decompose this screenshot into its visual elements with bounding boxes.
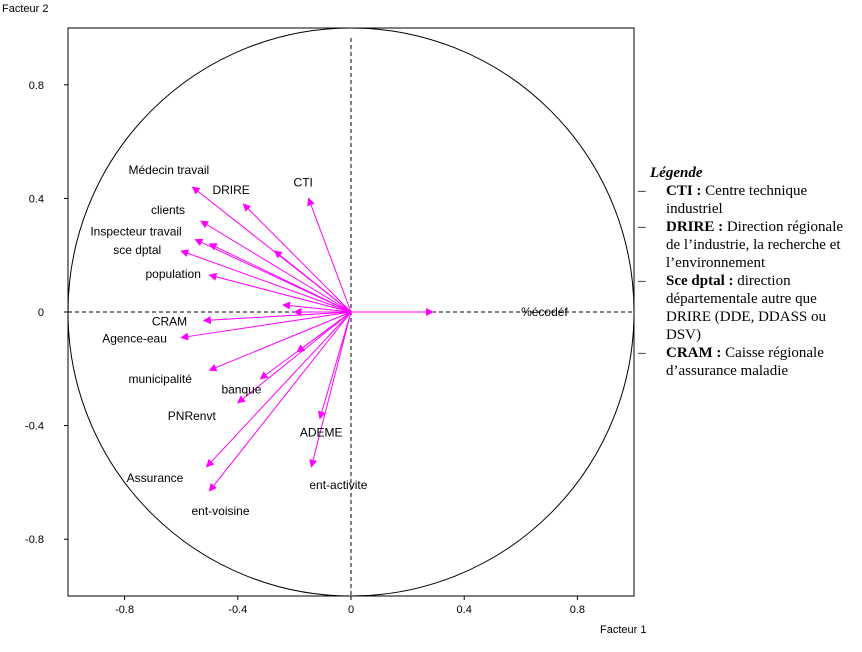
variable-arrow [208,243,352,313]
variable-arrow [205,311,352,468]
x-tick-label: 0.8 [570,604,585,616]
variable-arrow [307,197,352,313]
variable-label: ADEME [300,426,343,440]
y-axis-title: Facteur 2 [2,3,49,15]
variable-arrow [208,272,352,313]
x-tick-label: 0 [348,604,354,616]
x-tick-label: 0.4 [457,604,472,616]
legend-title: Légende [650,165,703,181]
variable-arrow [309,311,352,468]
legend-entry-drire: – DRIRE : Direction régionale de l’indus… [636,218,858,272]
legend-entry-cram: – CRAM : Caisse régionale d’assurance ma… [636,344,858,380]
legend-term: CTI : [666,183,702,199]
variable-label: clients [151,203,185,217]
variable-arrow [282,301,352,313]
legend-definition: Caisse régionale d’assurance maladie [666,345,824,379]
legend-term: DRIRE : [666,219,724,235]
variable-label: population [146,267,201,281]
variable-arrow [208,311,352,492]
variable-arrow [317,311,352,420]
legend-dash: – [638,183,646,199]
variable-label: municipalité [129,372,193,386]
variable-arrow [202,311,352,325]
variable-label: DRIRE [212,183,249,197]
legend-dash: – [638,345,646,361]
legend-term: Sce dptal : [666,273,734,289]
variable-label: PNRenvt [168,409,217,423]
y-tick-label: 0.8 [29,80,44,92]
legend-definition: direction départementale autre que DRIRE… [666,273,827,343]
variable-label: ent-activite [309,478,367,492]
variable-arrow [208,311,352,372]
variable-arrow [180,249,352,313]
variable-arrow [237,311,352,404]
correlation-circle-chart: -0.8 -0.4 0 0.4 0.8 -0.8 -0.4 0 0.4 0.8 %écodéf CT… [25,27,635,616]
variable-label: %écodéf [521,305,568,319]
y-tick-label: 0.4 [29,193,44,205]
legend-entry-sce-dptal: – Sce dptal : direction départementale a… [636,272,858,344]
variable-label: CRAM [152,315,187,329]
x-axis-title: Facteur 1 [600,624,647,636]
legend: Légende – CTI : Centre technique industr… [636,164,858,380]
variable-arrow [273,250,352,313]
variable-label: ent-voisine [192,504,250,518]
variable-arrow [180,311,352,341]
variable-arrow [242,203,352,313]
y-tick-label: -0.8 [25,534,44,546]
y-tick-label: 0 [38,307,44,319]
variable-label: CTI [294,175,313,189]
legend-dash: – [638,219,646,235]
variable-label: sce dptal [113,243,161,257]
variable-label: Médecin travail [129,163,210,177]
legend-term: CRAM : [666,345,722,361]
legend-definition: Direction régionale de l’industrie, la r… [666,219,844,271]
variable-label: Agence-eau [102,332,167,346]
legend-definition: Centre technique industriel [666,183,808,217]
x-tick-label: -0.8 [115,604,134,616]
x-tick-label: -0.4 [228,604,247,616]
legend-dash: – [638,273,646,289]
legend-entry-cti: – CTI : Centre technique industriel [636,182,858,218]
variable-label: Inspecteur travail [90,225,181,239]
variable-arrow [296,311,352,353]
y-tick-label: -0.4 [25,421,44,433]
variable-arrow [200,220,352,313]
variable-label: banque [221,383,261,397]
variable-label: Assurance [127,471,184,485]
